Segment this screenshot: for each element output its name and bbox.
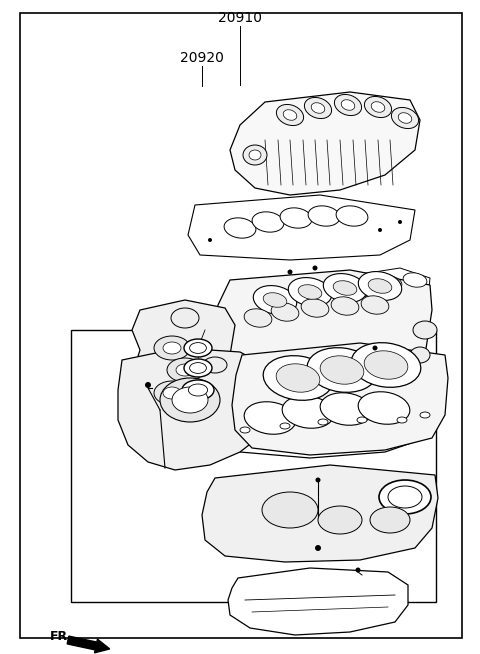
Ellipse shape bbox=[154, 336, 190, 360]
Ellipse shape bbox=[240, 427, 250, 433]
Polygon shape bbox=[232, 343, 448, 455]
Ellipse shape bbox=[311, 103, 325, 113]
Ellipse shape bbox=[379, 480, 431, 514]
Ellipse shape bbox=[190, 343, 206, 353]
Ellipse shape bbox=[398, 112, 412, 123]
Ellipse shape bbox=[244, 309, 272, 327]
Ellipse shape bbox=[276, 364, 320, 392]
Ellipse shape bbox=[282, 396, 334, 428]
Ellipse shape bbox=[190, 362, 206, 373]
Ellipse shape bbox=[388, 486, 422, 508]
Polygon shape bbox=[212, 270, 432, 388]
Ellipse shape bbox=[182, 380, 214, 400]
Polygon shape bbox=[230, 92, 420, 195]
Polygon shape bbox=[132, 300, 235, 430]
Ellipse shape bbox=[263, 356, 333, 400]
Ellipse shape bbox=[276, 105, 303, 126]
Ellipse shape bbox=[368, 279, 392, 293]
Ellipse shape bbox=[413, 321, 437, 339]
Ellipse shape bbox=[208, 238, 212, 242]
Polygon shape bbox=[228, 568, 408, 635]
Ellipse shape bbox=[243, 145, 267, 165]
Ellipse shape bbox=[364, 351, 408, 379]
Ellipse shape bbox=[271, 303, 299, 321]
Ellipse shape bbox=[358, 392, 410, 424]
Ellipse shape bbox=[351, 343, 421, 387]
Ellipse shape bbox=[184, 339, 212, 357]
Ellipse shape bbox=[249, 150, 261, 160]
Ellipse shape bbox=[370, 507, 410, 533]
Ellipse shape bbox=[356, 568, 360, 572]
Ellipse shape bbox=[172, 387, 208, 413]
Ellipse shape bbox=[420, 412, 430, 418]
Ellipse shape bbox=[145, 382, 151, 388]
Ellipse shape bbox=[176, 364, 194, 376]
Ellipse shape bbox=[283, 110, 297, 120]
Ellipse shape bbox=[298, 284, 322, 300]
Ellipse shape bbox=[356, 283, 380, 297]
Ellipse shape bbox=[301, 299, 329, 317]
Ellipse shape bbox=[167, 358, 203, 382]
Ellipse shape bbox=[410, 347, 430, 363]
Polygon shape bbox=[118, 348, 282, 470]
Ellipse shape bbox=[163, 342, 181, 354]
Ellipse shape bbox=[315, 545, 321, 551]
Ellipse shape bbox=[335, 94, 361, 116]
Ellipse shape bbox=[312, 266, 317, 271]
Ellipse shape bbox=[397, 417, 407, 423]
Ellipse shape bbox=[318, 506, 362, 534]
Ellipse shape bbox=[331, 297, 359, 315]
Ellipse shape bbox=[171, 308, 199, 328]
Ellipse shape bbox=[378, 276, 402, 290]
Polygon shape bbox=[202, 465, 438, 562]
Ellipse shape bbox=[320, 356, 364, 384]
Polygon shape bbox=[188, 195, 415, 260]
Ellipse shape bbox=[307, 348, 377, 392]
Ellipse shape bbox=[318, 419, 328, 425]
Ellipse shape bbox=[333, 281, 357, 296]
Ellipse shape bbox=[224, 218, 256, 238]
Ellipse shape bbox=[308, 206, 340, 226]
Ellipse shape bbox=[320, 393, 372, 425]
Ellipse shape bbox=[262, 492, 318, 528]
Ellipse shape bbox=[184, 359, 212, 377]
Ellipse shape bbox=[371, 102, 385, 112]
FancyArrow shape bbox=[67, 636, 110, 653]
Ellipse shape bbox=[372, 345, 377, 351]
Ellipse shape bbox=[280, 423, 290, 429]
Ellipse shape bbox=[188, 384, 208, 396]
Ellipse shape bbox=[304, 97, 332, 118]
Ellipse shape bbox=[336, 206, 368, 226]
Ellipse shape bbox=[163, 387, 181, 399]
Ellipse shape bbox=[358, 271, 402, 300]
Ellipse shape bbox=[244, 402, 296, 434]
Bar bbox=[71, 330, 436, 602]
Ellipse shape bbox=[341, 99, 355, 111]
Ellipse shape bbox=[288, 277, 332, 307]
Text: 20920: 20920 bbox=[180, 51, 224, 65]
Text: 20910: 20910 bbox=[218, 11, 262, 25]
Ellipse shape bbox=[403, 273, 427, 287]
Text: FR.: FR. bbox=[50, 630, 73, 642]
Ellipse shape bbox=[357, 417, 367, 423]
Ellipse shape bbox=[315, 477, 321, 483]
Ellipse shape bbox=[391, 107, 419, 129]
Ellipse shape bbox=[154, 381, 190, 405]
Ellipse shape bbox=[203, 357, 227, 373]
Polygon shape bbox=[348, 268, 430, 318]
Ellipse shape bbox=[263, 293, 287, 307]
Ellipse shape bbox=[398, 220, 402, 224]
Ellipse shape bbox=[253, 286, 297, 315]
Ellipse shape bbox=[288, 269, 292, 275]
Ellipse shape bbox=[324, 273, 367, 302]
Ellipse shape bbox=[280, 208, 312, 228]
Ellipse shape bbox=[364, 96, 392, 118]
Ellipse shape bbox=[361, 296, 389, 314]
Ellipse shape bbox=[252, 212, 284, 232]
Polygon shape bbox=[218, 385, 435, 458]
Ellipse shape bbox=[160, 378, 220, 422]
Ellipse shape bbox=[378, 228, 382, 232]
